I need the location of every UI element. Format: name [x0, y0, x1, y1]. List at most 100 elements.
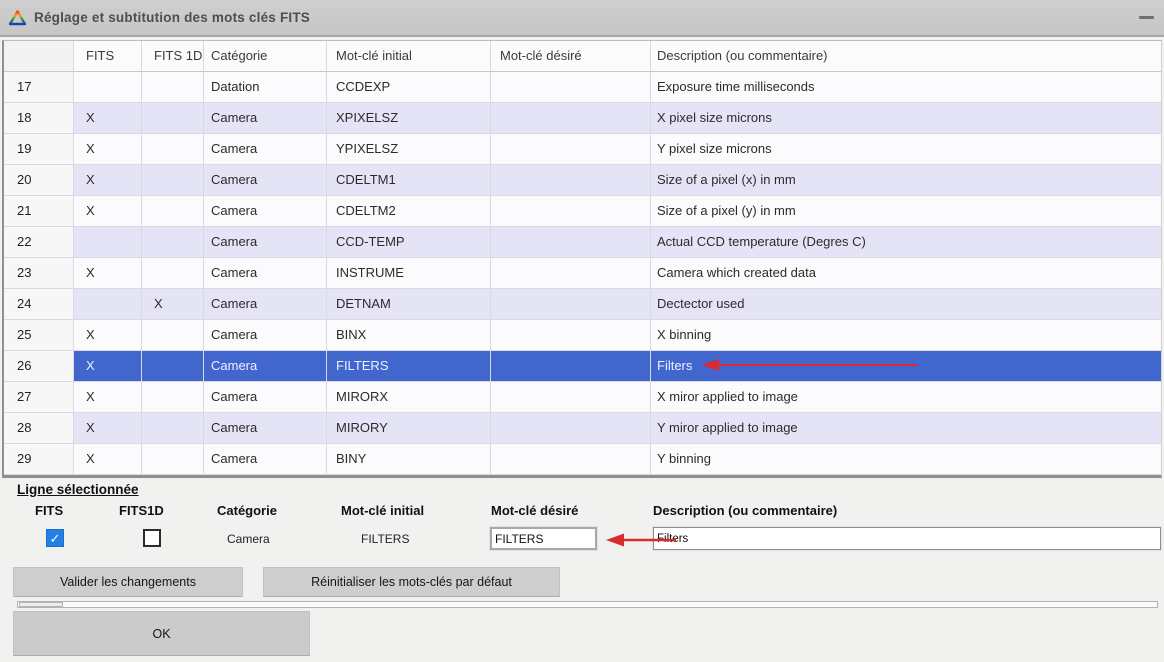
description-cell: Size of a pixel (x) in mm: [651, 165, 1161, 196]
category-cell: Camera: [204, 196, 327, 227]
table-row[interactable]: 24 X Camera DETNAM Dectector used: [4, 289, 1161, 320]
category-cell: Camera: [204, 351, 327, 382]
header-fits[interactable]: FITS: [74, 41, 142, 72]
table-row[interactable]: 17 Datation CCDEXP Exposure time millisecon…: [4, 72, 1161, 103]
initial-keyword-cell: CCD-TEMP: [327, 227, 491, 258]
row-number-cell: 17: [4, 72, 74, 103]
validate-changes-button[interactable]: Valider les changements: [13, 567, 243, 597]
ok-button[interactable]: OK: [13, 611, 310, 656]
fits-cell: X: [74, 258, 142, 289]
fits1d-cell: [142, 227, 204, 258]
fits1d-cell: [142, 72, 204, 103]
category-cell: Camera: [204, 320, 327, 351]
header-initial-keyword[interactable]: Mot-clé initial: [327, 41, 491, 72]
label-description: Description (ou commentaire): [653, 503, 838, 518]
category-cell: Datation: [204, 72, 327, 103]
table-header-row: FITS FITS 1D Catégorie Mot-clé initial M…: [4, 41, 1161, 72]
table-row[interactable]: 18 X Camera XPIXELSZ X pixel size microns: [4, 103, 1161, 134]
fits1d-checkbox[interactable]: [143, 529, 161, 547]
initial-keyword-cell: INSTRUME: [327, 258, 491, 289]
desired-keyword-cell: [491, 72, 651, 103]
desired-keyword-cell: [491, 444, 651, 475]
description-cell: Exposure time milliseconds: [651, 72, 1161, 103]
table-row[interactable]: 20 X Camera CDELTM1 Size of a pixel (x) in m…: [4, 165, 1161, 196]
fits1d-cell: [142, 413, 204, 444]
description-cell: Camera which created data: [651, 258, 1161, 289]
row-number-cell: 27: [4, 382, 74, 413]
row-number-cell: 26: [4, 351, 74, 382]
initial-keyword-cell: CDELTM1: [327, 165, 491, 196]
desired-keyword-cell: [491, 258, 651, 289]
fits-cell: X: [74, 382, 142, 413]
fits-cell: X: [74, 165, 142, 196]
fits-cell: X: [74, 134, 142, 165]
row-number-cell: 28: [4, 413, 74, 444]
row-number-cell: 25: [4, 320, 74, 351]
horizontal-scrollbar[interactable]: [17, 601, 1158, 608]
initial-keyword-cell: DETNAM: [327, 289, 491, 320]
initial-keyword-cell: CCDEXP: [327, 72, 491, 103]
fits1d-cell: [142, 382, 204, 413]
table-row[interactable]: 29 X Camera BINY Y binning: [4, 444, 1161, 475]
initial-keyword-cell: CDELTM2: [327, 196, 491, 227]
description-cell: Dectector used: [651, 289, 1161, 320]
table-row[interactable]: 22 Camera CCD-TEMP Actual CCD temperature (…: [4, 227, 1161, 258]
description-cell: Y pixel size microns: [651, 134, 1161, 165]
header-fits1d[interactable]: FITS 1D: [142, 41, 204, 72]
minimize-icon[interactable]: [1139, 16, 1154, 19]
table-row[interactable]: 26 X Camera FILTERS Filters: [4, 351, 1161, 382]
initial-keyword-cell: BINY: [327, 444, 491, 475]
label-category: Catégorie: [217, 503, 277, 518]
prism-triangle-icon: [8, 9, 27, 25]
table-body: 17 Datation CCDEXP Exposure time millisecon…: [4, 72, 1161, 475]
table-row[interactable]: 23 X Camera INSTRUME Camera which created da…: [4, 258, 1161, 289]
scrollbar-thumb[interactable]: [19, 602, 63, 607]
desired-keyword-cell: [491, 134, 651, 165]
window-title: Réglage et subtitution des mots clés FIT…: [34, 10, 310, 25]
desired-keyword-cell: [491, 320, 651, 351]
category-cell: Camera: [204, 444, 327, 475]
description-cell: X binning: [651, 320, 1161, 351]
fits-checkbox[interactable]: [46, 529, 64, 547]
title-bar: Réglage et subtitution des mots clés FIT…: [0, 0, 1164, 37]
fits1d-cell: [142, 165, 204, 196]
row-number-cell: 24: [4, 289, 74, 320]
row-number-cell: 29: [4, 444, 74, 475]
table-row[interactable]: 28 X Camera MIRORY Y miror applied to image: [4, 413, 1161, 444]
category-cell: Camera: [204, 134, 327, 165]
fits1d-cell: [142, 103, 204, 134]
table-row[interactable]: 25 X Camera BINX X binning: [4, 320, 1161, 351]
fits1d-cell: X: [142, 289, 204, 320]
row-number-cell: 20: [4, 165, 74, 196]
description-cell: X miror applied to image: [651, 382, 1161, 413]
category-cell: Camera: [204, 413, 327, 444]
desired-keyword-cell: [491, 227, 651, 258]
desired-keyword-cell: [491, 351, 651, 382]
table-row[interactable]: 27 X Camera MIRORX X miror applied to image: [4, 382, 1161, 413]
desired-keyword-cell: [491, 382, 651, 413]
fits-cell: X: [74, 413, 142, 444]
header-description[interactable]: Description (ou commentaire): [651, 41, 1161, 72]
description-cell: Size of a pixel (y) in mm: [651, 196, 1161, 227]
initial-keyword-cell: MIRORX: [327, 382, 491, 413]
fits-cell: X: [74, 444, 142, 475]
category-value: Camera: [227, 532, 270, 546]
fits-keywords-table: FITS FITS 1D Catégorie Mot-clé initial M…: [2, 40, 1162, 478]
header-desired-keyword[interactable]: Mot-clé désiré: [491, 41, 651, 72]
desired-keyword-cell: [491, 196, 651, 227]
reset-keywords-button[interactable]: Réinitialiser les mots-clés par défaut: [263, 567, 560, 597]
category-cell: Camera: [204, 227, 327, 258]
fits-cell: [74, 289, 142, 320]
initial-keyword-cell: FILTERS: [327, 351, 491, 382]
initial-keyword-cell: BINX: [327, 320, 491, 351]
row-number-cell: 21: [4, 196, 74, 227]
selected-line-panel: Ligne sélectionnée FITS FITS1D Catégorie…: [0, 477, 1164, 662]
desired-keyword-cell: [491, 289, 651, 320]
table-row[interactable]: 19 X Camera YPIXELSZ Y pixel size microns: [4, 134, 1161, 165]
description-input[interactable]: [652, 526, 1162, 551]
description-cell: X pixel size microns: [651, 103, 1161, 134]
table-row[interactable]: 21 X Camera CDELTM2 Size of a pixel (y) in m…: [4, 196, 1161, 227]
header-category[interactable]: Catégorie: [204, 41, 327, 72]
label-initial-keyword: Mot-clé initial: [341, 503, 425, 518]
desired-keyword-input[interactable]: [489, 526, 598, 551]
